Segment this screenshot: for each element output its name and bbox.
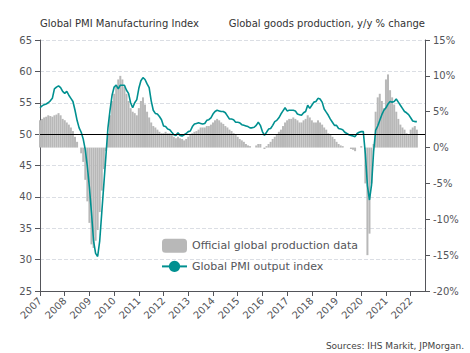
svg-text:2010: 2010	[92, 295, 118, 321]
svg-text:45: 45	[19, 160, 32, 171]
svg-text:-5%: -5%	[433, 178, 452, 189]
svg-text:65: 65	[19, 35, 32, 46]
svg-text:Global goods production, y/y %: Global goods production, y/y % change	[229, 18, 425, 29]
svg-text:5%: 5%	[433, 106, 449, 117]
svg-text:0%: 0%	[433, 142, 449, 153]
svg-text:60: 60	[19, 66, 32, 77]
svg-text:40: 40	[19, 191, 32, 202]
svg-text:50: 50	[19, 129, 32, 140]
svg-text:2017: 2017	[265, 295, 291, 321]
svg-text:-20%: -20%	[433, 286, 459, 297]
svg-text:Global PMI Manufacturing Index: Global PMI Manufacturing Index	[40, 18, 199, 29]
svg-text:35: 35	[19, 223, 32, 234]
svg-text:Sources: IHS Markit, JPMorgan.: Sources: IHS Markit, JPMorgan.	[326, 341, 464, 351]
svg-text:2009: 2009	[68, 295, 94, 321]
svg-text:2020: 2020	[339, 295, 365, 321]
svg-text:2011: 2011	[117, 295, 143, 321]
svg-text:30: 30	[19, 254, 32, 265]
svg-text:2015: 2015	[216, 295, 242, 321]
svg-text:2016: 2016	[241, 295, 267, 321]
svg-text:55: 55	[19, 97, 32, 108]
svg-text:2007: 2007	[18, 295, 44, 321]
svg-text:Global PMI output index: Global PMI output index	[192, 260, 324, 273]
svg-text:2019: 2019	[315, 295, 341, 321]
svg-text:-15%: -15%	[433, 250, 459, 261]
svg-text:2013: 2013	[166, 295, 192, 321]
svg-text:2021: 2021	[364, 295, 390, 321]
svg-text:15%: 15%	[433, 35, 455, 46]
svg-text:25: 25	[19, 286, 32, 297]
svg-text:10%: 10%	[433, 70, 455, 81]
svg-text:2008: 2008	[43, 295, 69, 321]
svg-text:-10%: -10%	[433, 214, 459, 225]
svg-text:Official global production dat: Official global production data	[192, 239, 358, 252]
svg-text:2018: 2018	[290, 295, 316, 321]
svg-text:2012: 2012	[142, 295, 168, 321]
svg-text:2014: 2014	[191, 295, 217, 321]
svg-text:2022: 2022	[389, 295, 415, 321]
